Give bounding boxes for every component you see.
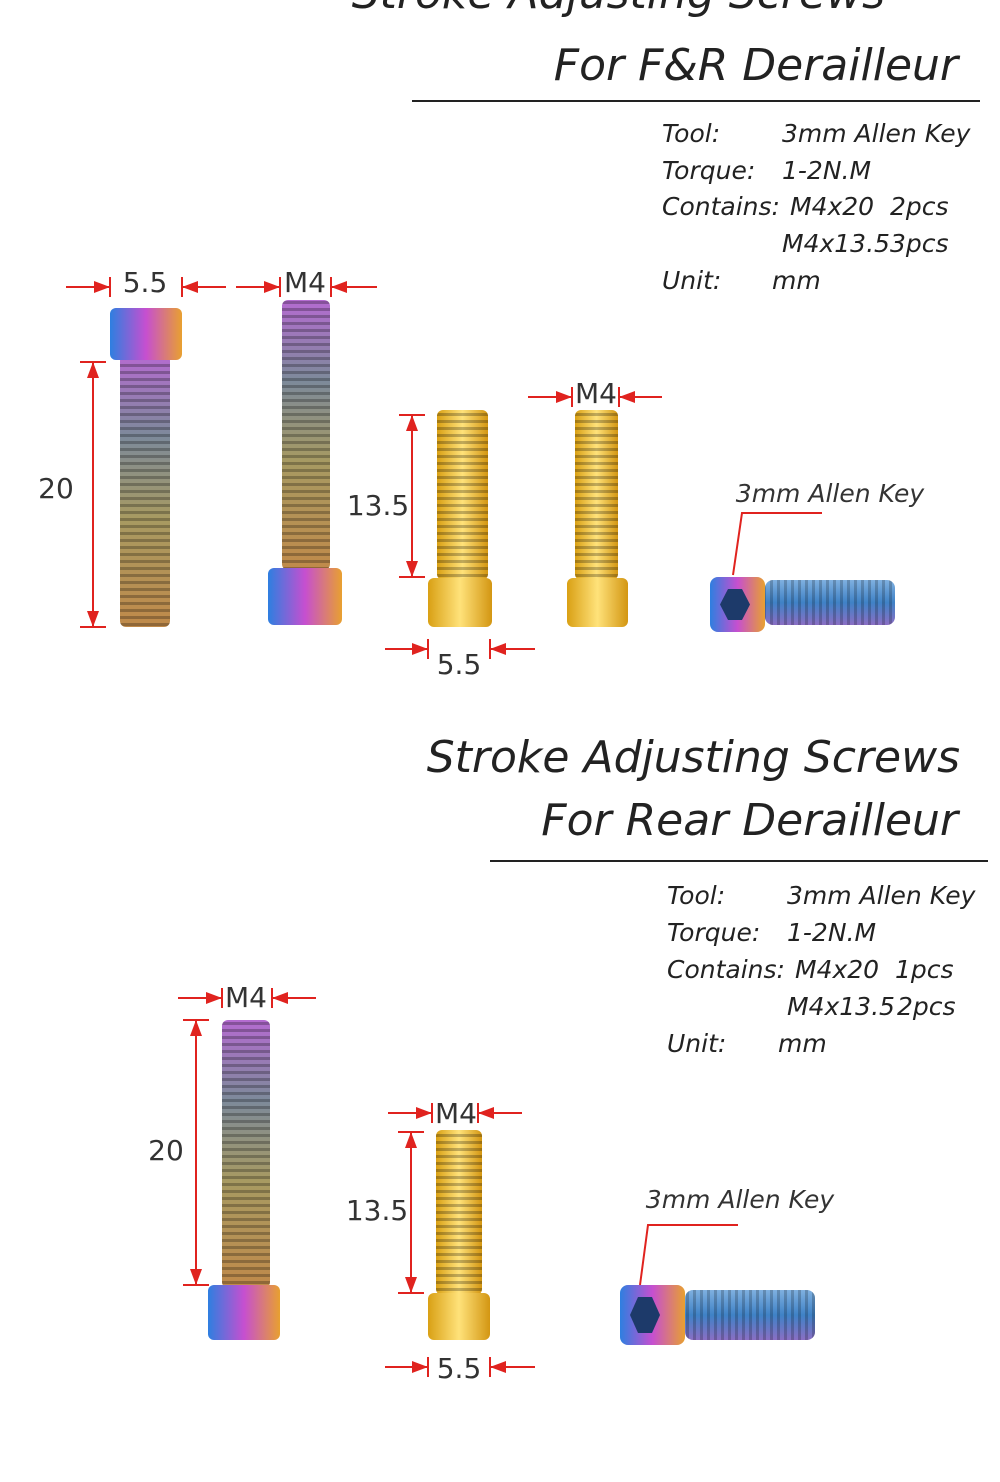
spec-text: 2pcs [890,192,949,221]
screw-part [120,355,170,627]
dim-text: M4 [435,1097,477,1130]
arrow-head [478,1107,494,1119]
dim-text: 20 [38,472,74,505]
texts: Stroke Adjusting Screws For F&R Derailleu… [38,0,976,1385]
title-text: For F&R Derailleur [554,40,961,91]
screw-part [437,410,488,580]
call-text: 3mm Allen Key [736,479,926,508]
spec-text: Unit: [667,1029,726,1058]
arrow-head [206,992,222,1004]
spec-text: mm [778,1029,827,1058]
screw-part [268,568,342,625]
title-text: For Rear Derailleur [541,795,961,846]
call-text: 3mm Allen Key [646,1185,836,1214]
hex-socket [630,1297,660,1333]
spec-text: Torque: [667,918,760,947]
dim-text: 5.5 [437,648,482,681]
arrow-head [619,391,635,403]
screw-part [575,410,618,580]
screw-part [436,1130,482,1295]
screw-part [567,578,628,627]
spec-text: Tool: [667,881,725,910]
illustrations [66,100,988,1377]
spec-text: 1-2N.M [782,156,871,185]
spec-text: mm [772,266,821,295]
arrow-head [264,281,280,293]
spec-text: Tool: [662,119,720,148]
callout-line [639,1224,738,1286]
title-text: Stroke Adjusting Screws [352,0,885,19]
screw-part [428,578,492,627]
dim-text: M4 [575,377,617,410]
dim-text: M4 [284,266,326,299]
spec-text: 3mm Allen Key [782,119,972,148]
screw-part [765,580,895,625]
spec-text: 2pcs [897,992,956,1021]
spec-text: M4x13.5 [782,229,890,258]
arrow-head [331,281,347,293]
dim-text: 5.5 [123,266,168,299]
arrow-head [94,281,110,293]
arrow-head [490,643,506,655]
spec-text: Contains: [667,955,785,984]
arrow-head [490,1361,506,1373]
spec-text: M4x20 [795,955,879,984]
arrow-head [272,992,288,1004]
arrow-head [416,1107,432,1119]
dim-text: 5.5 [437,1352,482,1385]
spec-text: 3pcs [890,229,949,258]
spec-text: 1-2N.M [787,918,876,947]
spec-text: M4x20 [790,192,874,221]
callout-line [732,512,822,576]
hex-socket [720,589,750,620]
screw-part [428,1293,490,1340]
screw-part [282,300,330,570]
screw-part [685,1290,815,1340]
arrow-head [556,391,572,403]
screw-part [208,1285,280,1340]
arrow-head [412,643,428,655]
spec-text: Unit: [662,266,721,295]
arrow-head [182,281,198,293]
screw-part [110,308,182,360]
title-text: Stroke Adjusting Screws [427,732,960,783]
spec-text: M4x13.5 [787,992,895,1021]
arrow-head [412,1361,428,1373]
spec-text: 1pcs [895,955,954,984]
spec-text: Torque: [662,156,755,185]
spec-text: 3mm Allen Key [787,881,977,910]
dim-text: 20 [148,1134,184,1167]
dim-text: M4 [225,981,267,1014]
dim-text: 13.5 [347,489,409,522]
screw-part [222,1020,270,1288]
spec-text: Contains: [662,192,780,221]
dim-text: 13.5 [346,1194,408,1227]
